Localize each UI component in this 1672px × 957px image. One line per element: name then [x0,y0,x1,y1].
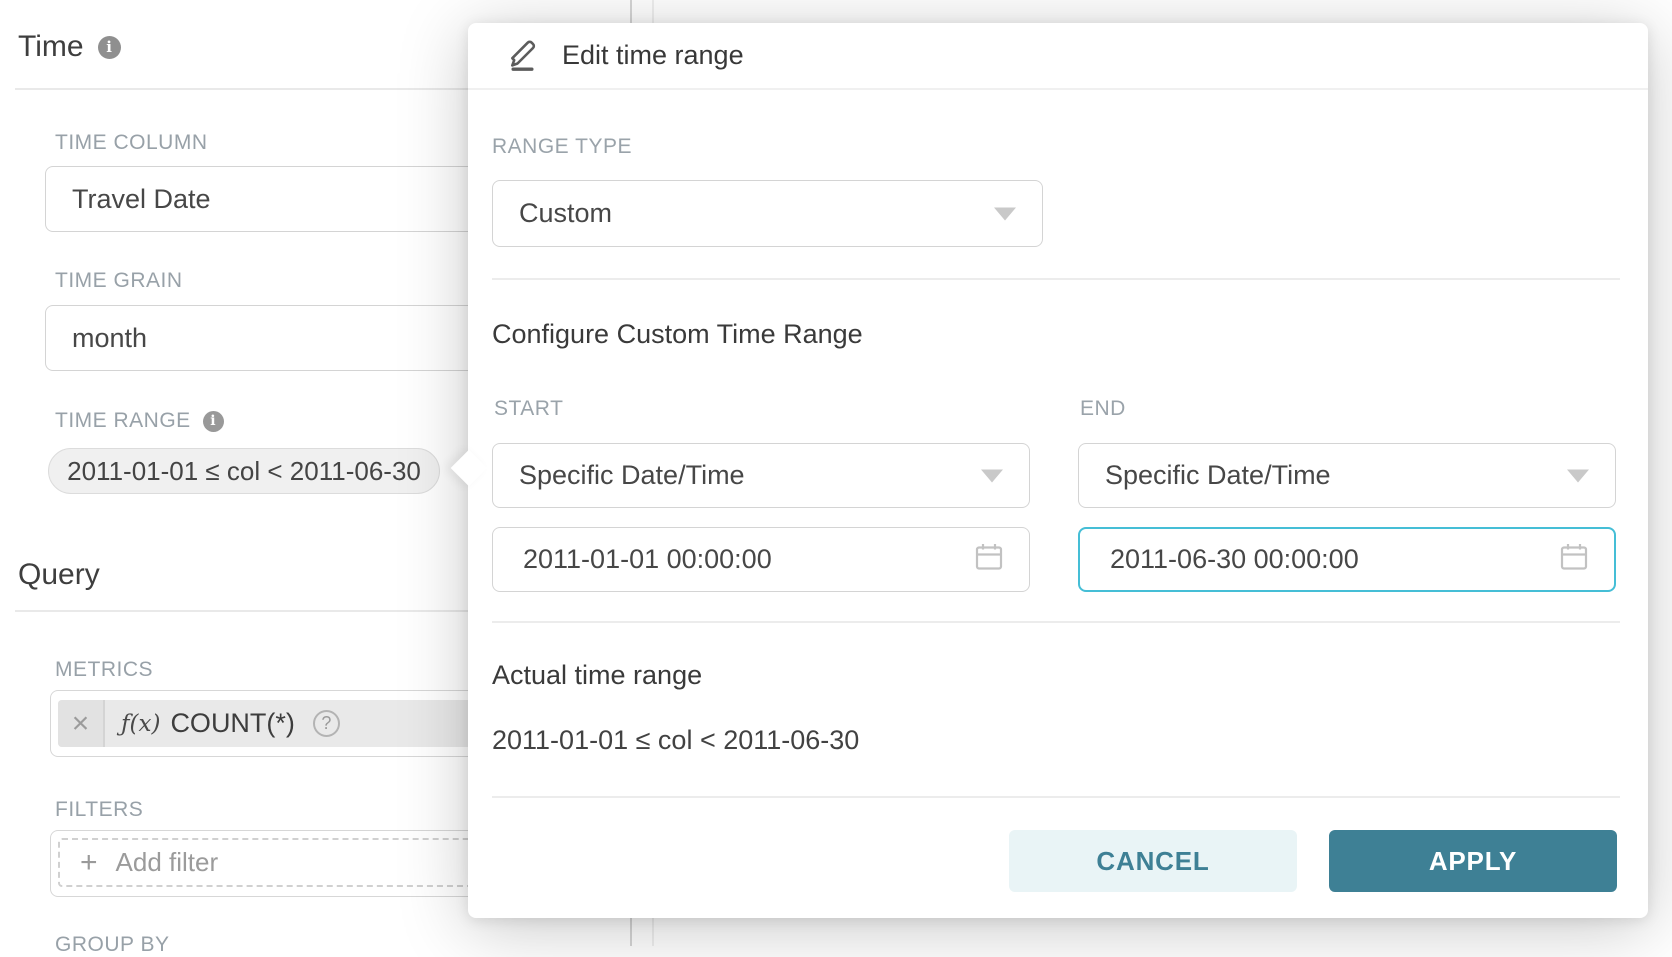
info-icon[interactable]: i [97,35,121,59]
end-datetime-input[interactable]: 2011-06-30 00:00:00 [1078,527,1616,592]
time-range-label: TIME RANGE i [55,409,224,433]
section-divider [15,88,614,90]
time-section-title: Time [18,30,84,63]
fx-icon: ƒ(x) [121,710,161,737]
end-label: END [1080,397,1126,420]
info-icon[interactable]: i [202,410,224,432]
actual-time-range-value: 2011-01-01 ≤ col < 2011-06-30 [492,725,860,755]
cancel-button[interactable]: CANCEL [1009,830,1297,892]
question-icon[interactable]: ? [312,710,340,737]
calendar-icon[interactable] [1558,540,1590,579]
edit-pencil-icon [504,34,542,77]
chevron-down-icon [994,207,1016,220]
configure-heading: Configure Custom Time Range [492,319,863,349]
end-mode-select[interactable]: Specific Date/Time [1078,443,1616,508]
time-grain-label: TIME GRAIN [55,269,183,292]
section-divider [15,610,614,612]
metric-name: COUNT(*) [170,708,295,738]
query-section-title: Query [18,558,100,591]
add-filter-button[interactable]: + Add filter [58,838,577,887]
chevron-down-icon [981,469,1003,482]
time-section-heading: Time i [18,30,121,64]
calendar-icon[interactable] [973,540,1005,579]
start-datetime-input[interactable]: 2011-01-01 00:00:00 [492,527,1030,592]
time-column-label: TIME COLUMN [55,131,208,154]
range-type-select[interactable]: Custom [492,180,1043,247]
query-section-heading: Query [18,558,100,592]
modal-divider [492,621,1620,623]
actual-time-range-heading: Actual time range [492,660,703,690]
modal-divider [492,796,1620,798]
remove-metric-icon[interactable]: × [58,700,105,747]
chevron-down-icon [1567,469,1589,482]
edit-time-range-modal: Edit time range RANGE TYPE Custom Config… [450,23,1648,918]
filters-label: FILTERS [55,798,144,821]
time-range-pill[interactable]: 2011-01-01 ≤ col < 2011-06-30 [48,448,440,494]
group-by-label: GROUP BY [55,933,170,956]
modal-header: Edit time range [468,23,1648,90]
modal-divider [492,278,1620,280]
metrics-label: METRICS [55,658,153,681]
range-type-label: RANGE TYPE [492,135,632,158]
apply-button[interactable]: APPLY [1329,830,1617,892]
modal-title: Edit time range [562,40,744,70]
start-mode-select[interactable]: Specific Date/Time [492,443,1030,508]
start-label: START [494,397,564,420]
plus-icon: + [80,845,98,879]
